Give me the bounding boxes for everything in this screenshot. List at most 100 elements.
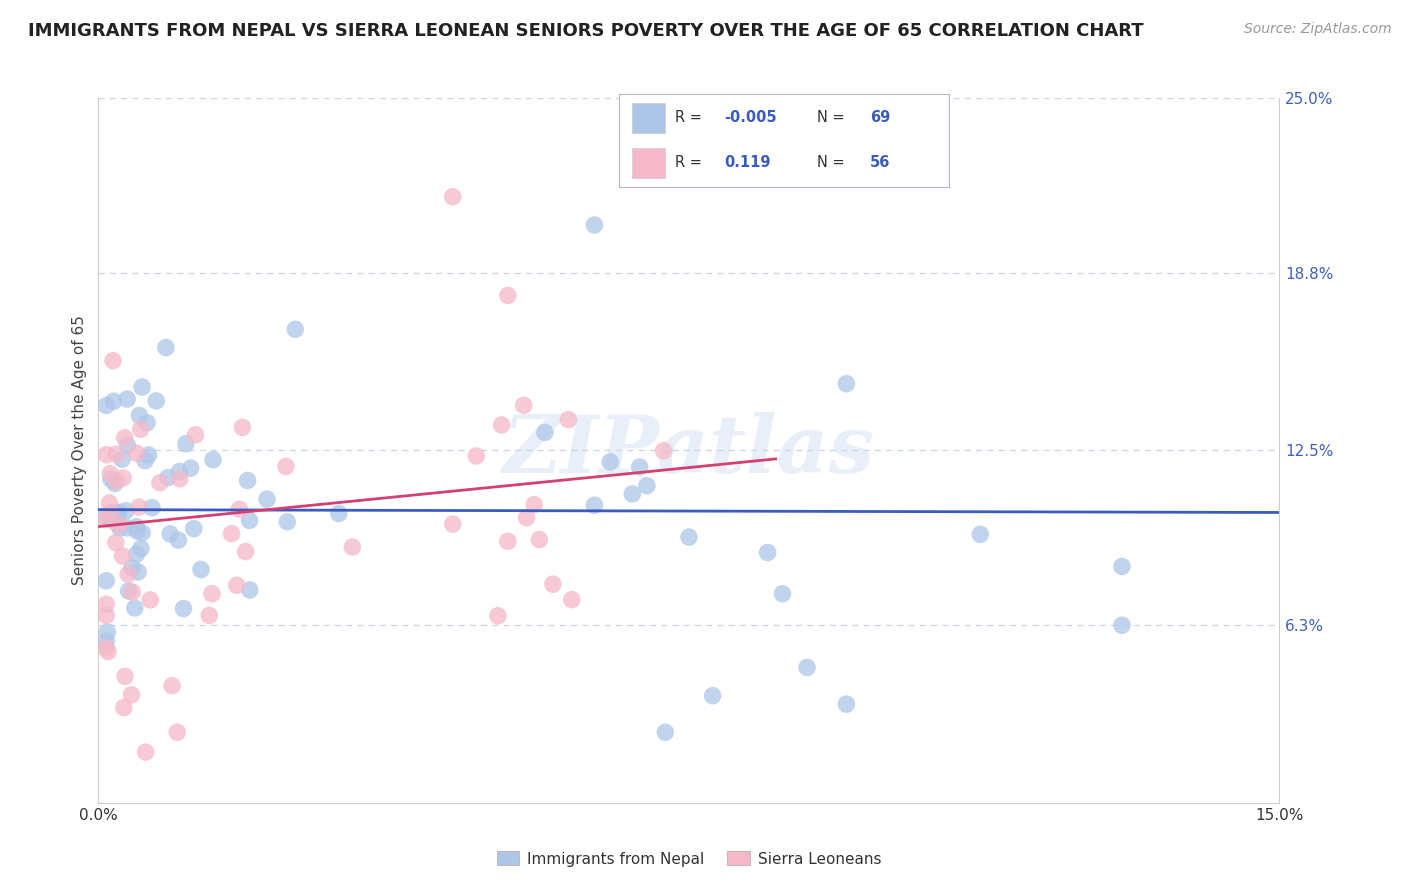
Point [512,398,534,412]
Point [523,498,546,512]
Point [231,420,253,434]
Point [441,517,464,532]
Text: 69: 69 [870,110,890,125]
Point [107,505,129,519]
Point [465,449,488,463]
Point [129,422,152,436]
Point [121,585,143,599]
Point [101,353,124,368]
Point [101,514,124,528]
Point [284,322,307,336]
Text: Source: ZipAtlas.com: Source: ZipAtlas.com [1244,22,1392,37]
Point [96,640,118,655]
Point [221,526,243,541]
Point [239,582,262,597]
Point [112,700,135,714]
Text: N =: N = [817,110,849,125]
Point [112,471,135,485]
Point [96,448,118,462]
Point [652,443,675,458]
Point [496,288,519,302]
Point [157,470,180,484]
Point [96,574,118,588]
Point [190,562,212,576]
Point [583,218,606,232]
Point [772,587,794,601]
Text: -0.005: -0.005 [724,110,778,125]
Point [238,513,260,527]
Point [276,515,298,529]
Point [96,634,118,648]
Point [131,525,153,540]
Point [121,688,143,702]
Point [621,487,644,501]
Point [169,472,191,486]
Point [134,453,156,467]
Point [117,521,139,535]
Point [97,645,120,659]
Point [561,592,583,607]
Point [169,465,191,479]
Text: 0.119: 0.119 [724,155,770,170]
Point [127,565,149,579]
Text: R =: R = [675,155,706,170]
Point [117,583,139,598]
Point [173,601,195,615]
Point [557,412,579,426]
Point [180,461,202,475]
Point [228,502,250,516]
Point [496,534,519,549]
Point [541,577,564,591]
Point [98,467,121,481]
Text: N =: N = [817,155,849,170]
Point [139,593,162,607]
Point [117,439,139,453]
Point [111,452,134,467]
Point [236,474,259,488]
Point [117,567,139,582]
Point [184,428,207,442]
Point [678,530,700,544]
Point [96,513,118,527]
Point [155,341,177,355]
Point [125,446,148,460]
Point [96,625,118,640]
Point [136,416,159,430]
Point [516,510,538,524]
Point [160,679,183,693]
Point [486,608,509,623]
Text: 56: 56 [870,155,890,170]
Point [111,549,134,563]
Point [1111,559,1133,574]
Point [128,500,150,514]
Point [256,492,278,507]
Point [108,521,131,535]
Text: R =: R = [675,110,706,125]
Point [103,394,125,409]
Point [96,399,118,413]
Point [98,496,121,510]
Point [96,509,118,524]
Point [529,533,551,547]
Point [441,190,464,204]
Point [105,474,128,488]
Point [100,505,122,519]
Point [167,533,190,547]
Point [235,544,257,558]
Point [628,459,651,474]
Point [969,527,991,541]
Point [108,517,131,532]
Point [599,455,621,469]
Point [342,540,364,554]
Point [114,669,136,683]
Point [756,545,779,559]
Point [141,500,163,515]
Point [198,608,221,623]
Point [127,524,149,538]
Point [183,522,205,536]
Point [135,745,157,759]
Legend: Immigrants from Nepal, Sierra Leoneans: Immigrants from Nepal, Sierra Leoneans [491,846,887,872]
Point [166,725,188,739]
Point [125,547,148,561]
Point [835,697,858,711]
